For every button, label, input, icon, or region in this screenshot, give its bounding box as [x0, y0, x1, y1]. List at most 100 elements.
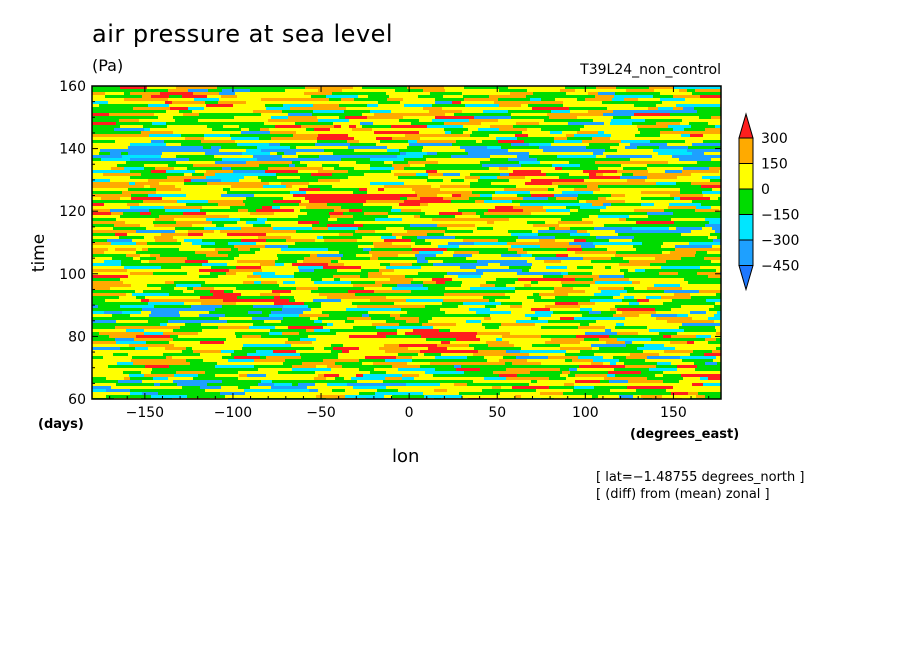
heatmap-cell	[242, 152, 271, 156]
heatmap-cell	[407, 146, 418, 150]
heatmap-cell	[174, 263, 203, 267]
heatmap-cell	[233, 104, 266, 108]
heatmap-cell	[205, 152, 216, 156]
heatmap-cell	[464, 98, 499, 102]
heatmap-cell	[262, 311, 272, 315]
heatmap-cell	[204, 227, 242, 231]
y-tick-label: 140	[59, 142, 86, 158]
heatmap-cell	[671, 257, 682, 261]
heatmap-cell	[644, 194, 651, 198]
heatmap-cell	[595, 128, 609, 132]
colorbar-extend-low	[738, 265, 754, 292]
heatmap-cell	[318, 89, 343, 93]
heatmap-cell	[256, 209, 295, 213]
heatmap-cell	[403, 191, 416, 195]
heatmap-cell	[569, 170, 584, 174]
heatmap-cell	[92, 284, 132, 288]
heatmap-cell	[359, 368, 375, 372]
heatmap-cell	[608, 365, 626, 369]
heatmap-cell	[264, 122, 296, 126]
heatmap-cell	[374, 245, 412, 249]
heatmap-cell	[261, 335, 296, 339]
heatmap-cell	[543, 125, 551, 129]
heatmap-cell	[529, 353, 556, 357]
heatmap-cell	[680, 122, 690, 126]
heatmap-cell	[408, 140, 418, 144]
heatmap-cell	[150, 158, 190, 162]
heatmap-cell	[522, 305, 529, 309]
heatmap-cell	[660, 92, 693, 96]
heatmap-cell	[415, 314, 454, 318]
heatmap-cell	[541, 335, 577, 339]
heatmap-cell	[199, 116, 220, 120]
heatmap-cell	[351, 281, 376, 285]
heatmap-cell	[459, 392, 479, 396]
heatmap-cell	[555, 353, 566, 357]
heatmap-cell	[413, 182, 447, 186]
heatmap-cell	[690, 101, 722, 105]
heatmap-cell	[260, 128, 270, 132]
heatmap-cell	[563, 152, 578, 156]
heatmap-cell	[566, 350, 581, 354]
heatmap-cell	[393, 161, 409, 165]
heatmap-cell	[231, 317, 253, 321]
heatmap-cell	[236, 266, 262, 270]
heatmap-cell	[119, 296, 137, 300]
heatmap-cell	[103, 356, 111, 360]
heatmap-cell	[428, 320, 467, 324]
heatmap-cell	[556, 254, 569, 258]
heatmap-cell	[469, 119, 499, 123]
heatmap-cell	[574, 296, 614, 300]
heatmap-cell	[92, 263, 122, 267]
heatmap-cell	[370, 182, 405, 186]
heatmap-cell	[406, 299, 444, 303]
heatmap-cell	[131, 194, 149, 198]
heatmap-cell	[192, 389, 206, 393]
heatmap-cell	[547, 224, 560, 228]
heatmap-cell	[690, 353, 698, 357]
heatmap-cell	[506, 368, 522, 372]
heatmap-cell	[604, 236, 635, 240]
heatmap-cell	[366, 200, 389, 204]
heatmap-cell	[540, 161, 570, 165]
heatmap-cell	[291, 344, 316, 348]
heatmap-cell	[349, 350, 386, 354]
heatmap-cell	[324, 374, 340, 378]
heatmap-cell	[364, 107, 375, 111]
heatmap-cell	[674, 221, 710, 225]
heatmap-cell	[244, 389, 282, 393]
heatmap-cell	[224, 278, 255, 282]
heatmap-cell	[311, 137, 318, 141]
heatmap-cell	[297, 284, 335, 288]
heatmap-cell	[641, 203, 655, 207]
colorbar-label: 150	[761, 157, 788, 173]
heatmap-cell	[558, 221, 594, 225]
heatmap-cell	[258, 236, 292, 240]
heatmap-cell	[350, 332, 378, 336]
heatmap-cell	[265, 245, 289, 249]
heatmap-cell	[388, 215, 415, 219]
heatmap-cell	[176, 371, 206, 375]
heatmap-cell	[180, 314, 200, 318]
heatmap-cell	[638, 98, 661, 102]
heatmap-cell	[273, 395, 281, 399]
heatmap-cell	[156, 146, 166, 150]
heatmap-cell	[451, 257, 467, 261]
heatmap-cell	[174, 167, 188, 171]
heatmap-cell	[322, 311, 346, 315]
heatmap-cell	[283, 104, 314, 108]
heatmap-cell	[476, 266, 510, 270]
heatmap-cell	[492, 245, 512, 249]
heatmap-cell	[241, 227, 274, 231]
heatmap-cell	[257, 146, 291, 150]
heatmap-cell	[283, 281, 296, 285]
heatmap-cell	[627, 290, 665, 294]
heatmap-cell	[239, 254, 278, 258]
heatmap-cell	[496, 383, 530, 387]
heatmap-cell	[469, 344, 489, 348]
heatmap-cell	[401, 326, 434, 330]
heatmap-cell	[479, 290, 490, 294]
heatmap-cell	[205, 389, 245, 393]
heatmap-cell	[261, 179, 288, 183]
heatmap-cell	[168, 164, 194, 168]
